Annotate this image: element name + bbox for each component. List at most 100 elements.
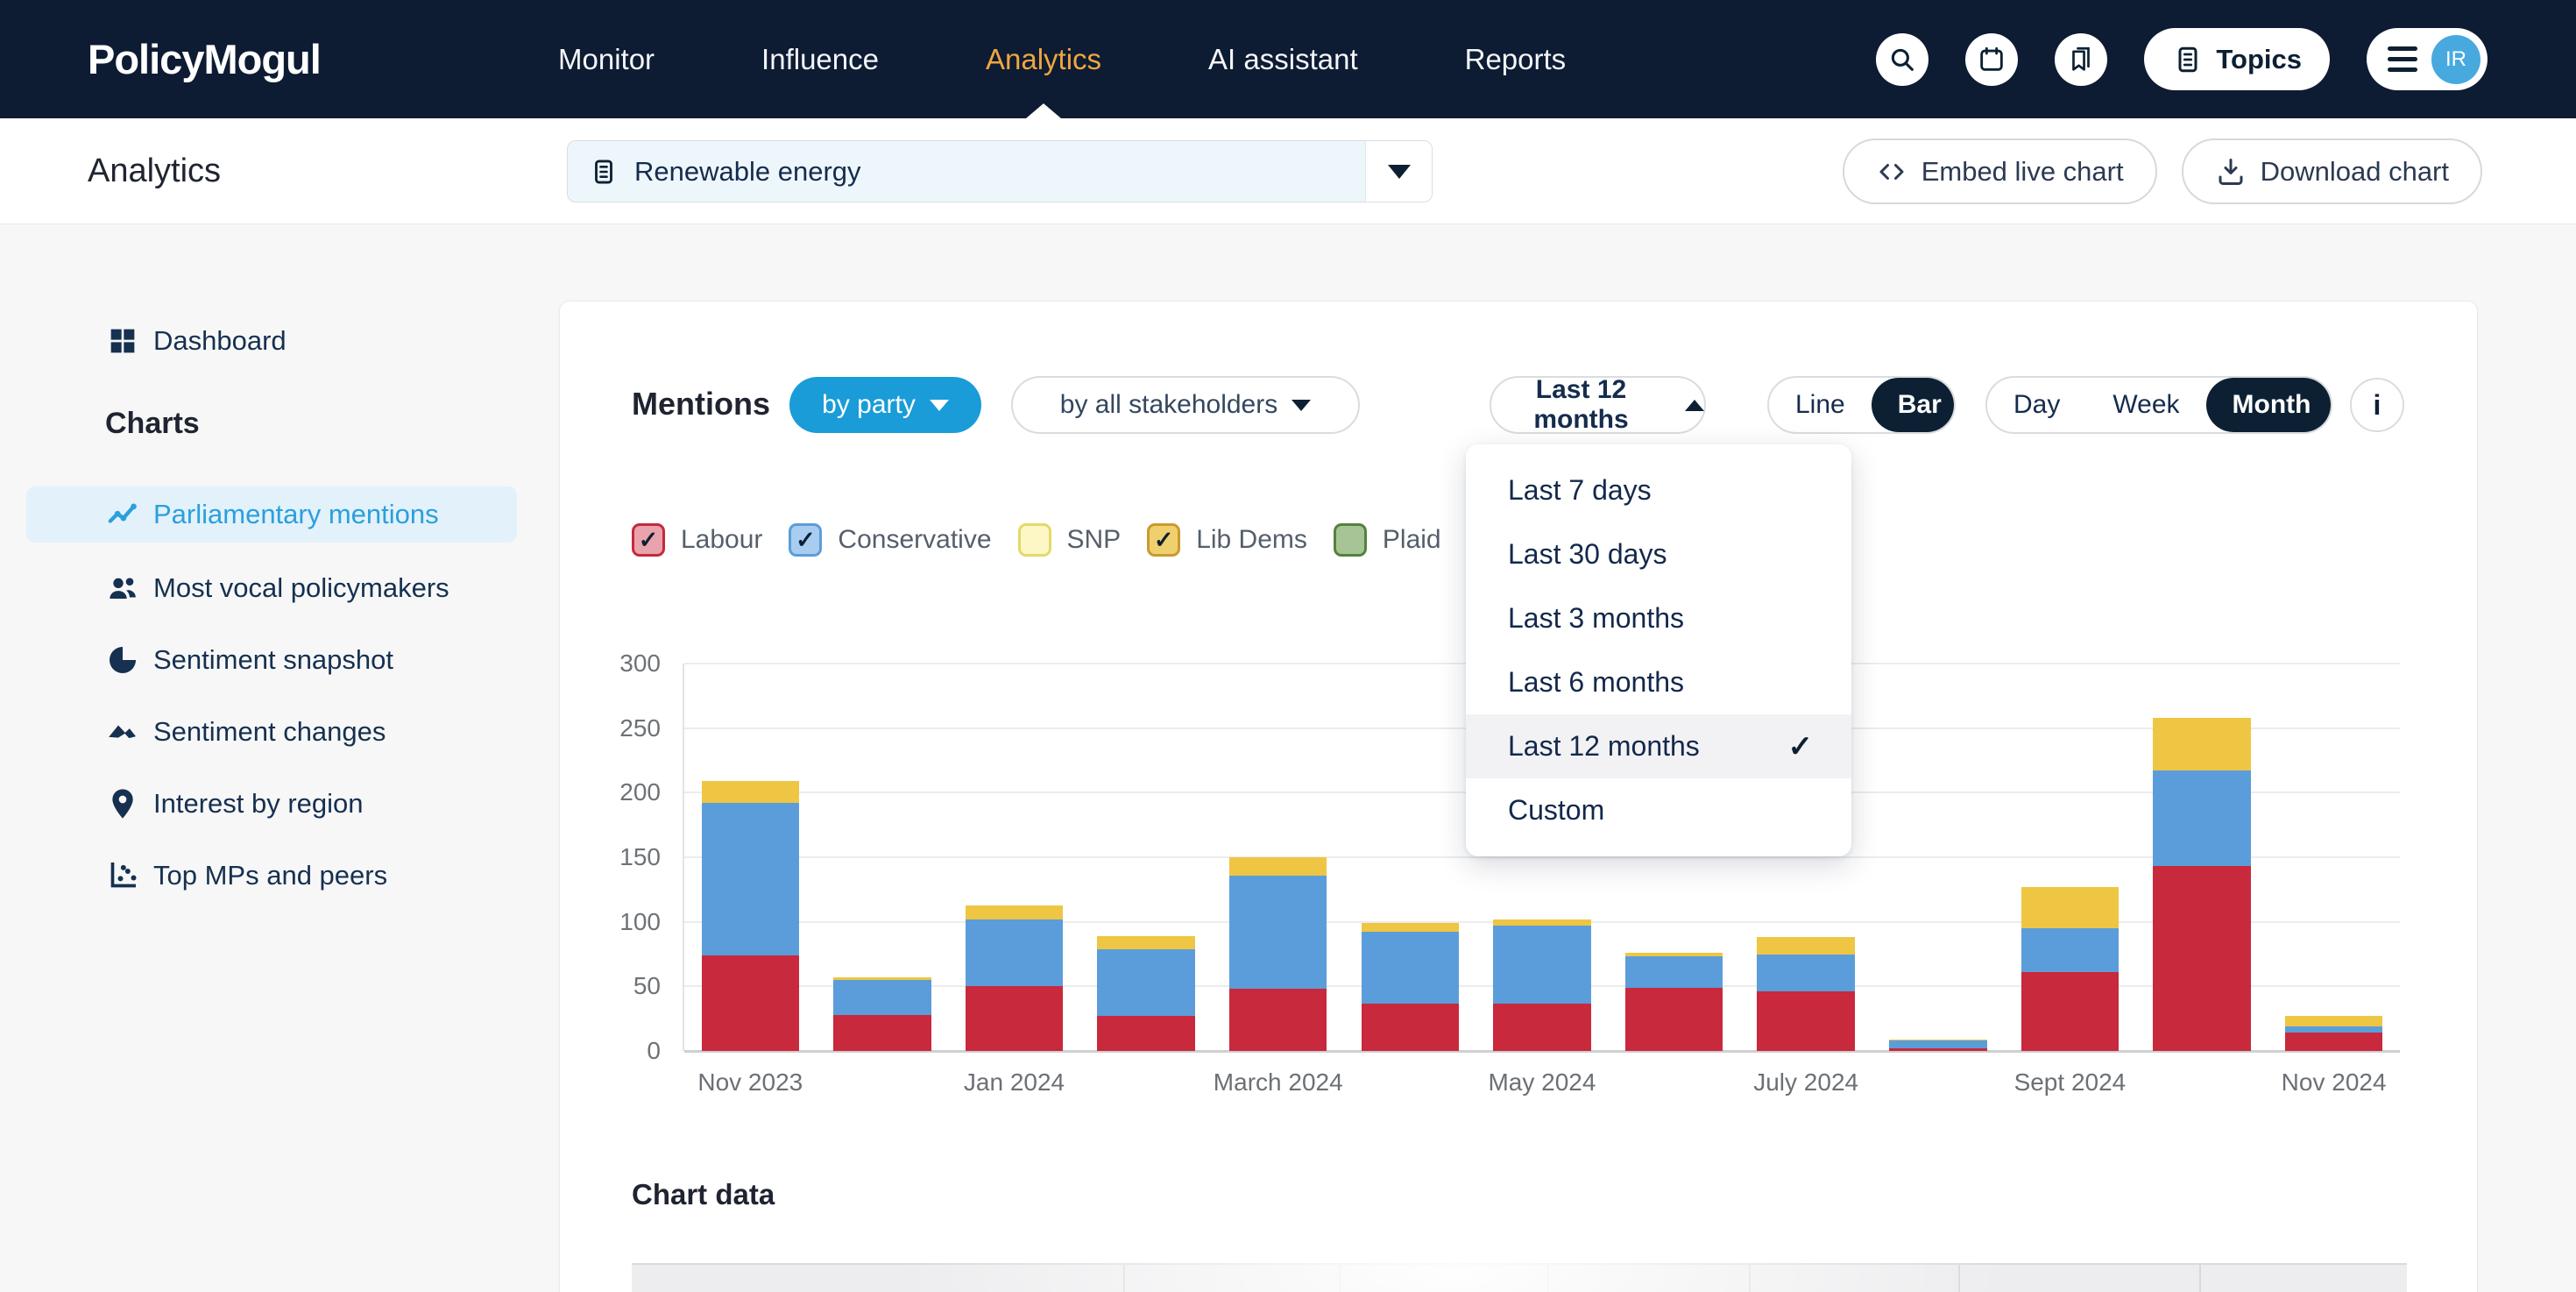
bar-segment-lib-dems [1362, 923, 1459, 932]
chart-type-option-line[interactable]: Line [1769, 378, 1872, 432]
period-option-last-30-days[interactable]: Last 30 days [1466, 522, 1851, 586]
legend-checkbox-snp[interactable] [1018, 523, 1051, 557]
group-by-party-dropdown[interactable]: by party [789, 377, 981, 433]
bar-segment-conservative [702, 803, 799, 955]
table-header-cell [1960, 1265, 2201, 1292]
granularity-option-day[interactable]: Day [1987, 378, 2086, 432]
bar-segment-lib-dems [1757, 937, 1854, 954]
people-icon [105, 571, 140, 606]
bar-segment-lib-dems [2285, 1016, 2382, 1026]
sidebar-item-sentiment-snapshot[interactable]: Sentiment snapshot [26, 632, 517, 688]
nav-item-analytics[interactable]: Analytics [986, 0, 1101, 118]
legend-checkbox-plaid[interactable] [1334, 523, 1367, 557]
stacked-bar-march-2024 [1229, 857, 1327, 1051]
x-axis-tick-label: Nov 2024 [2268, 1068, 2400, 1097]
y-axis-tick-label: 150 [560, 843, 661, 871]
legend-item-snp[interactable]: SNP [1018, 523, 1122, 557]
bar-segment-lib-dems [1097, 936, 1194, 949]
sidebar-item-label: Interest by region [153, 788, 364, 820]
legend-checkbox-labour[interactable]: ✓ [632, 523, 665, 557]
bar-segment-lib-dems [2021, 887, 2119, 928]
bar-segment-conservative [2285, 1026, 2382, 1033]
period-option-custom[interactable]: Custom [1466, 778, 1851, 842]
info-button[interactable]: i [2350, 378, 2404, 432]
sidebar-item-label: Dashboard [153, 325, 287, 357]
sidebar-item-interest-by-region[interactable]: Interest by region [26, 776, 517, 832]
bar-segment-conservative [1229, 876, 1327, 990]
chevron-down-icon [930, 400, 949, 411]
check-icon: ✓ [1788, 729, 1814, 764]
stacked-bar-oct-2024 [2153, 718, 2250, 1051]
sidebar-item-top-mps-and-peers[interactable]: Top MPs and peers [26, 848, 517, 904]
bar-segment-lib-dems [1229, 857, 1327, 876]
bar-segment-conservative [1625, 956, 1723, 987]
embed-live-chart-button[interactable]: Embed live chart [1843, 138, 2157, 204]
x-axis-tick-label: March 2024 [1212, 1068, 1344, 1097]
sidebar: Dashboard Charts Parliamentary mentionsM… [0, 224, 559, 1292]
nav-item-influence[interactable]: Influence [761, 0, 879, 118]
y-axis-tick-label: 100 [560, 908, 661, 936]
topics-button[interactable]: Topics [2144, 28, 2330, 90]
bar-segment-conservative [1362, 932, 1459, 1003]
table-header-cell [632, 1265, 1125, 1292]
topics-label: Topics [2216, 44, 2302, 75]
search-button[interactable] [1876, 33, 1928, 86]
legend-checkbox-lib-dems[interactable]: ✓ [1147, 523, 1180, 557]
period-option-last-3-months[interactable]: Last 3 months [1466, 586, 1851, 650]
period-dropdown-button[interactable]: Last 12 months [1490, 376, 1706, 434]
nav-item-reports[interactable]: Reports [1465, 0, 1567, 118]
bookmark-button[interactable] [2055, 33, 2107, 86]
period-dropdown-menu: Last 7 daysLast 30 daysLast 3 monthsLast… [1466, 444, 1851, 856]
legend-item-conservative[interactable]: ✓Conservative [789, 523, 991, 557]
period-option-last-7-days[interactable]: Last 7 days [1466, 458, 1851, 522]
sidebar-item-dashboard[interactable]: Dashboard [26, 313, 517, 369]
topic-selector[interactable]: Renewable energy [567, 140, 1433, 202]
chart-legend: ✓Labour ✓Conservative SNP ✓Lib Dems Plaid [632, 523, 1441, 557]
sidebar-item-label: Sentiment changes [153, 716, 386, 748]
sidebar-item-parliamentary-mentions[interactable]: Parliamentary mentions [26, 486, 517, 543]
sidebar-item-most-vocal-policymakers[interactable]: Most vocal policymakers [26, 560, 517, 616]
bar-segment-lib-dems [1493, 919, 1590, 926]
stacked-bar-nov-2023 [702, 781, 799, 1051]
bar-slot [1872, 664, 2004, 1051]
legend-item-labour[interactable]: ✓Labour [632, 523, 762, 557]
x-axis-tick-label [817, 1068, 949, 1097]
granularity-option-week[interactable]: Week [2086, 378, 2205, 432]
calendar-button[interactable] [1965, 33, 2018, 86]
bar-segment-conservative [966, 919, 1063, 987]
x-axis-tick-label: July 2024 [1740, 1068, 1872, 1097]
topic-selector-caret[interactable] [1365, 141, 1432, 202]
topic-selector-value: Renewable energy [634, 156, 861, 188]
legend-item-plaid[interactable]: Plaid [1334, 523, 1441, 557]
download-chart-button[interactable]: Download chart [2182, 138, 2482, 204]
granularity-option-month[interactable]: Month [2206, 378, 2332, 432]
bar-segment-labour [1493, 1004, 1590, 1052]
stacked-bar-june-2024 [1625, 953, 1723, 1051]
nav-item-monitor[interactable]: Monitor [558, 0, 655, 118]
account-menu-button[interactable]: IR [2367, 28, 2488, 90]
table-header-cell [1125, 1265, 1341, 1292]
stacked-bar-sept-2024 [2021, 887, 2119, 1051]
y-axis-tick-label: 200 [560, 778, 661, 806]
sidebar-item-sentiment-changes[interactable]: Sentiment changes [26, 704, 517, 760]
stakeholders-dropdown[interactable]: by all stakeholders [1011, 376, 1360, 434]
topics-list-icon [2172, 44, 2204, 75]
legend-item-lib-dems[interactable]: ✓Lib Dems [1147, 523, 1307, 557]
sidebar-item-label: Parliamentary mentions [153, 499, 439, 530]
chart-data-table-header [632, 1263, 2407, 1292]
stacked-bar-feb-2024 [1097, 936, 1194, 1051]
legend-checkbox-conservative[interactable]: ✓ [789, 523, 822, 557]
period-option-last-6-months[interactable]: Last 6 months [1466, 650, 1851, 714]
nav-item-ai-assistant[interactable]: AI assistant [1208, 0, 1358, 118]
x-axis-tick-label [1608, 1068, 1740, 1097]
chart-type-option-bar[interactable]: Bar [1872, 378, 1956, 432]
period-option-last-12-months[interactable]: Last 12 months✓ [1466, 714, 1851, 778]
chart-card: Mentions by party by all stakeholders La… [559, 301, 2478, 1292]
bar-slot [1080, 664, 1213, 1051]
brand-logo[interactable]: PolicyMogul [88, 0, 321, 118]
bar-segment-labour [1362, 1004, 1459, 1052]
y-axis-tick-label: 250 [560, 714, 661, 742]
hamburger-icon [2388, 46, 2417, 72]
x-axis-tick-label [1080, 1068, 1213, 1097]
mentions-title: Mentions [632, 386, 770, 422]
